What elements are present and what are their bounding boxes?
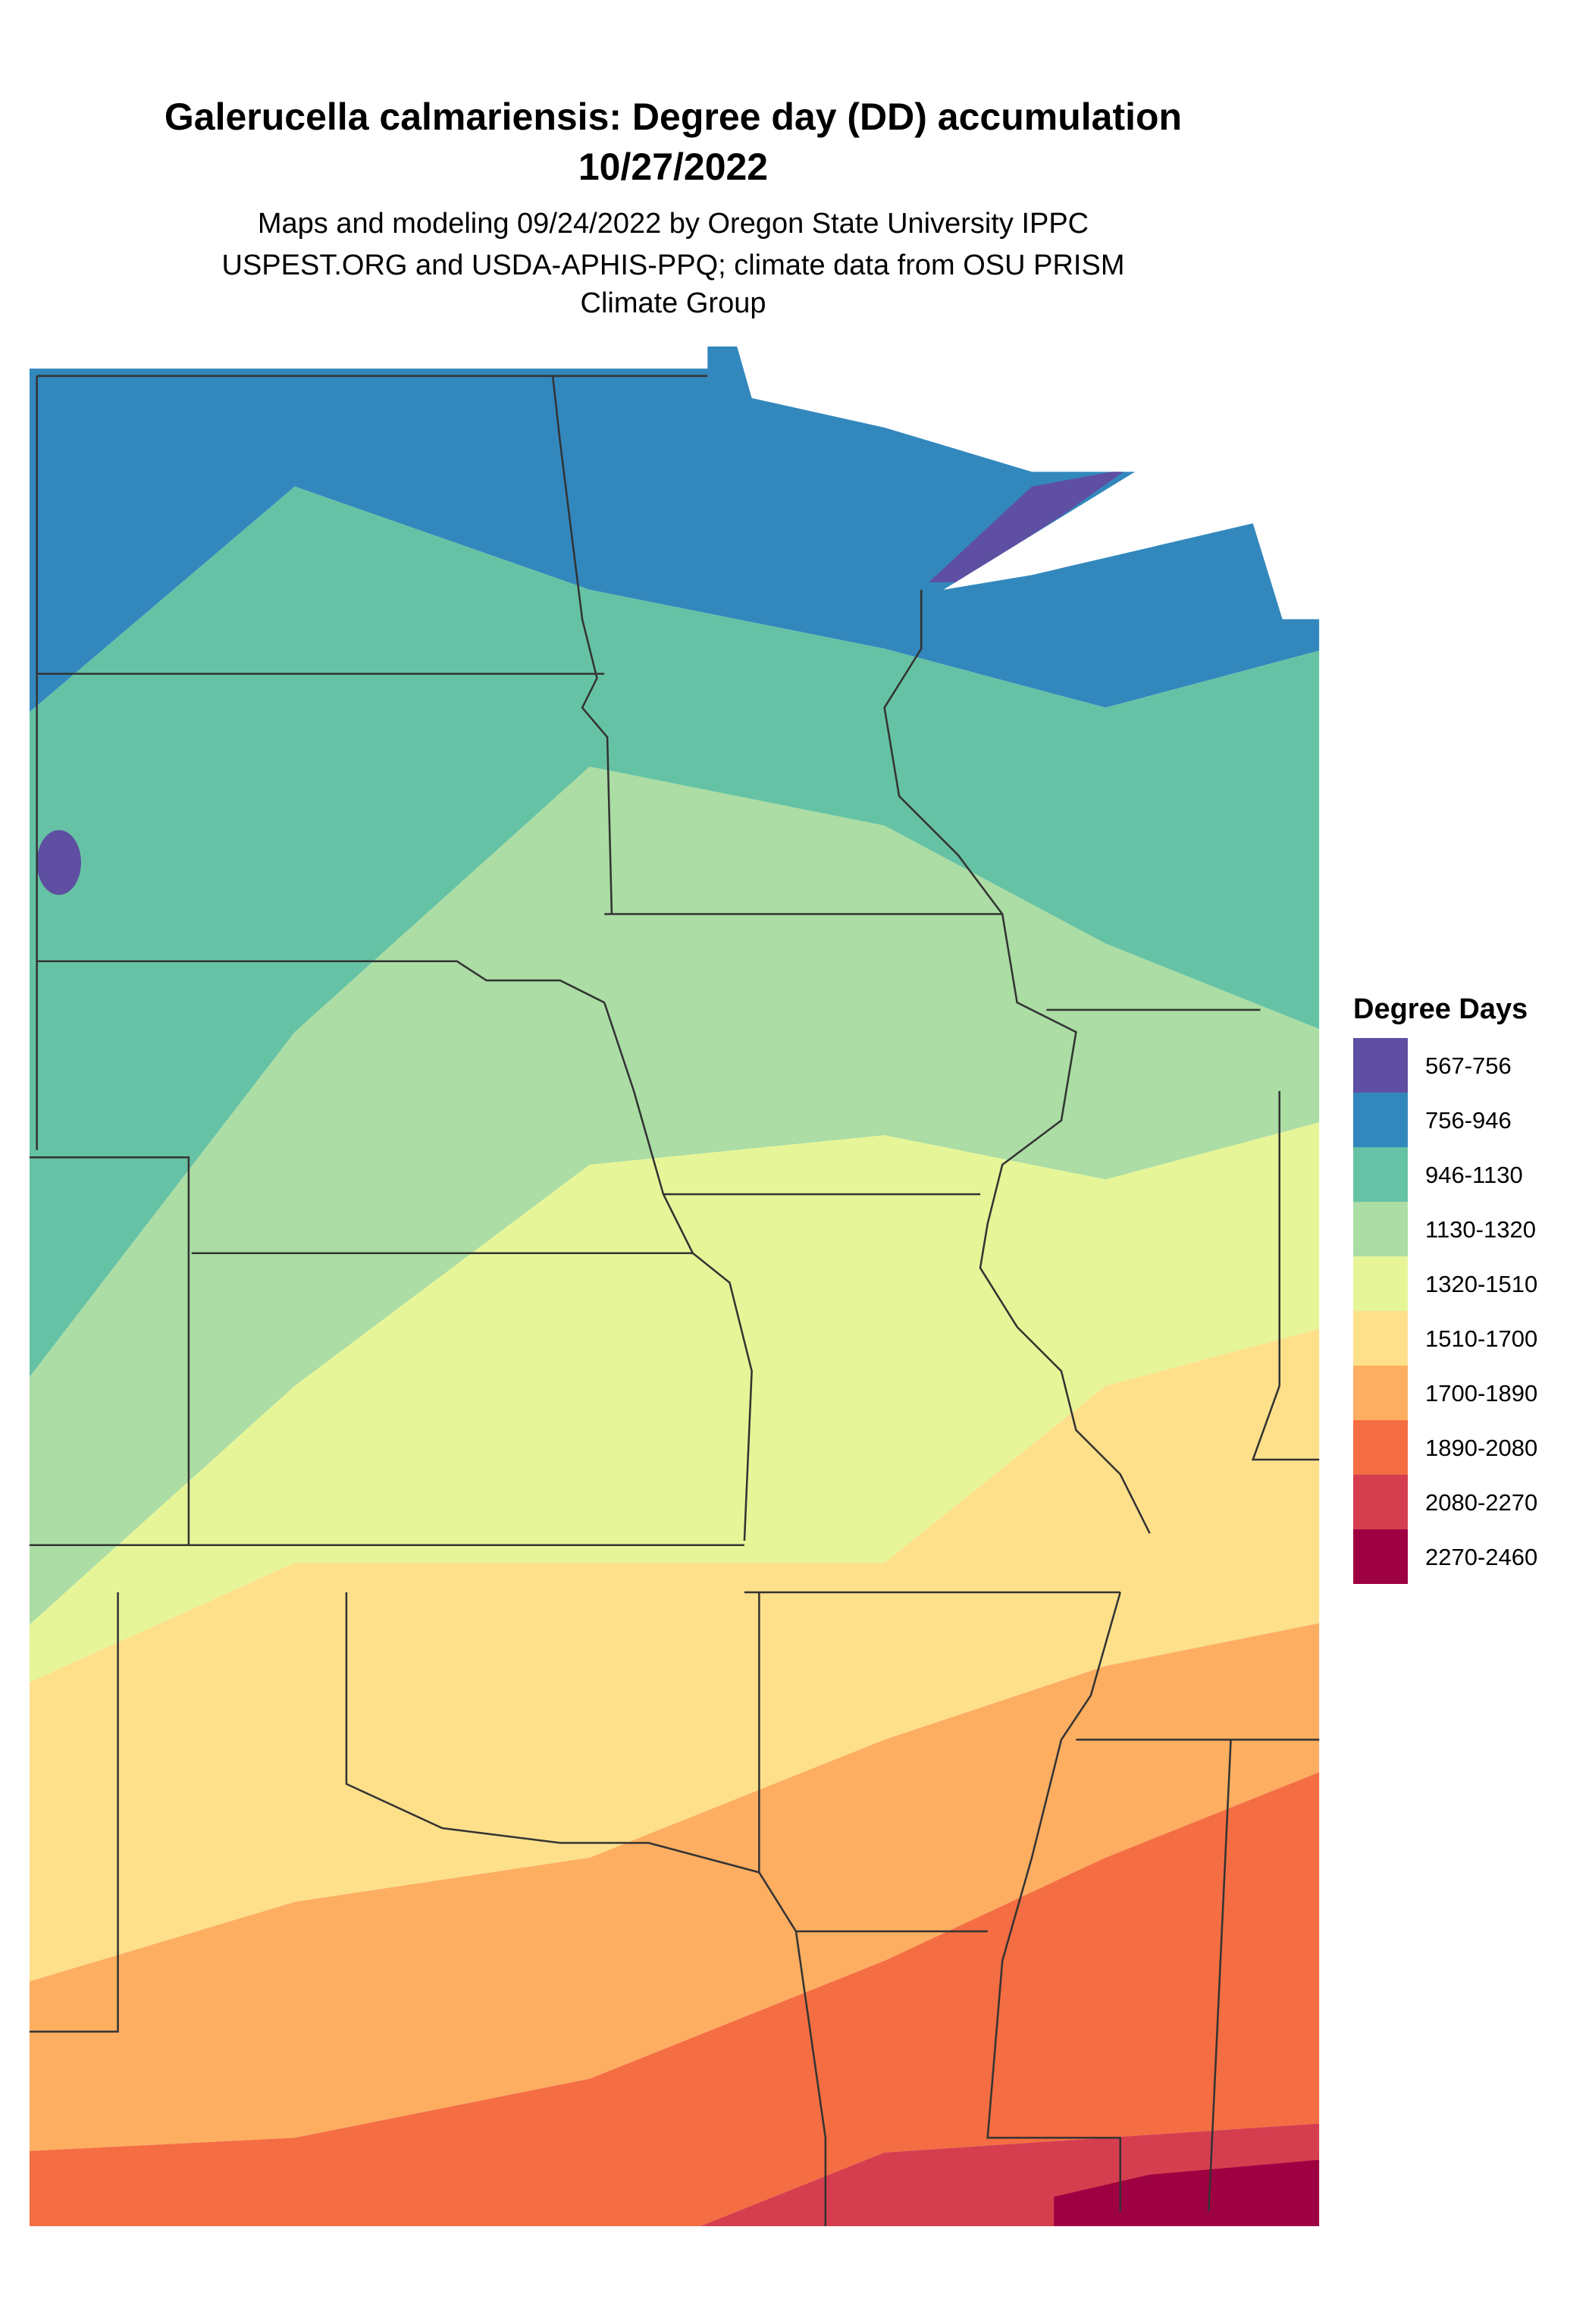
border — [345, 1592, 760, 1874]
legend-swatch — [1353, 1202, 1408, 1256]
zone — [36, 830, 81, 895]
legend: 567-756 756-946 946-1130 1130-1320 1320-1510… — [1353, 1038, 1537, 1584]
date: 10/27/2022 — [578, 146, 768, 188]
state-borders — [29, 375, 1320, 2227]
legend-swatch — [1353, 1529, 1408, 1584]
border — [758, 1592, 988, 1933]
zone — [29, 1621, 1320, 2153]
zone — [29, 1326, 1320, 1990]
border — [604, 913, 1151, 1534]
legend-swatch — [1353, 1420, 1408, 1475]
border — [36, 960, 605, 1004]
title: Galerucella calmariensis: Degree day (DD… — [165, 96, 1182, 138]
legend-swatch — [1353, 1038, 1408, 1093]
legend-label: 756-946 — [1425, 1107, 1512, 1134]
legend-swatch — [1353, 1475, 1408, 1529]
border — [883, 589, 1004, 915]
zone — [1149, 450, 1209, 494]
legend-label: 1510-1700 — [1425, 1325, 1537, 1352]
border — [29, 1592, 119, 2033]
border — [794, 1930, 827, 2227]
zone — [29, 2122, 1320, 2227]
border — [551, 375, 613, 914]
border — [29, 1156, 190, 1545]
zone — [1054, 2159, 1320, 2227]
border — [1251, 1090, 1320, 1461]
legend-label: 1130-1320 — [1425, 1216, 1536, 1243]
legend-swatch — [1353, 1256, 1408, 1311]
legend-swatch — [1353, 1366, 1408, 1420]
map — [29, 346, 1320, 2227]
legend-label: 567-756 — [1425, 1052, 1512, 1079]
legend-swatch — [1353, 1311, 1408, 1366]
zone — [29, 1769, 1320, 2227]
legend-label: 946-1130 — [1425, 1162, 1523, 1188]
zone — [29, 1120, 1320, 1696]
zone — [29, 767, 1320, 1651]
zone — [29, 486, 1320, 1416]
subtitle: USPEST.ORG and USDA-APHIS-PPQ; climate d… — [222, 249, 1125, 281]
legend-label: 1700-1890 — [1425, 1380, 1537, 1407]
subtitle: Maps and modeling 09/24/2022 by Oregon S… — [258, 208, 1089, 240]
legend-label: 1320-1510 — [1425, 1271, 1537, 1297]
zone — [928, 469, 1128, 583]
legend-title: Degree Days — [1353, 993, 1528, 1025]
legend-label: 2080-2270 — [1425, 1489, 1537, 1516]
legend-label: 1890-2080 — [1425, 1435, 1537, 1461]
legend-swatch — [1353, 1147, 1408, 1202]
legend-swatch — [1353, 1093, 1408, 1147]
legend-label: 2270-2460 — [1425, 1544, 1537, 1570]
border — [986, 1592, 1122, 2212]
subtitle: Climate Group — [581, 287, 766, 319]
